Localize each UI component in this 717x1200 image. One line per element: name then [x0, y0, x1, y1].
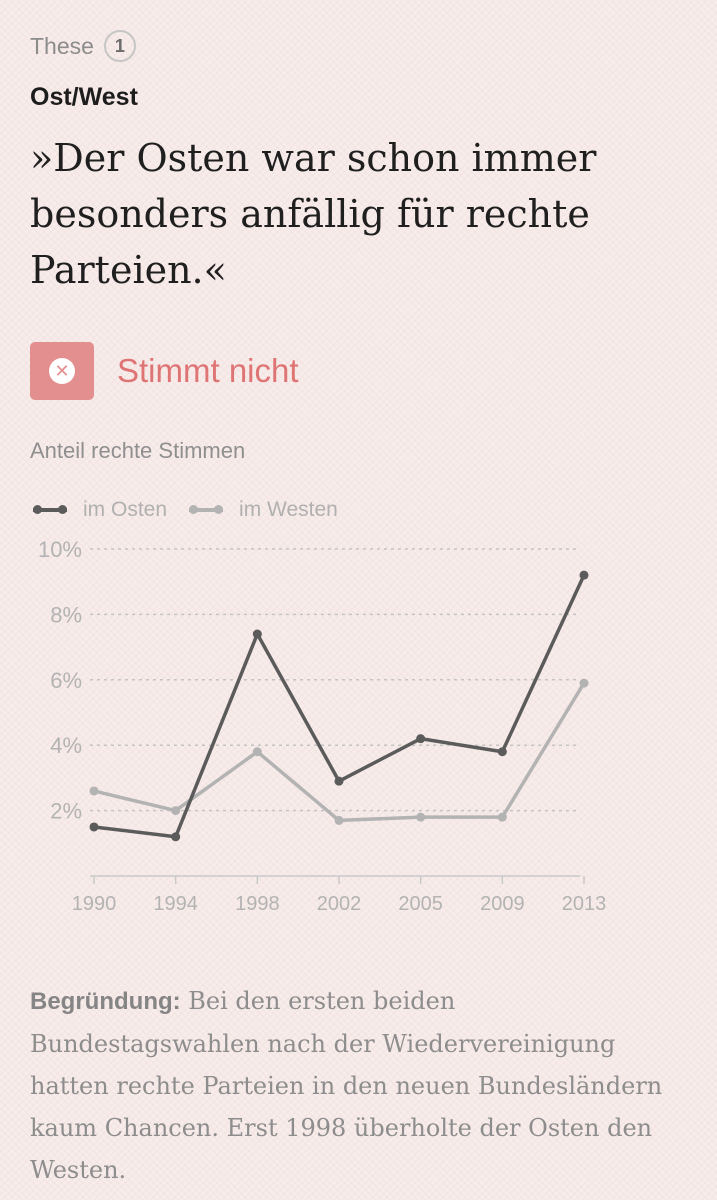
data-point-osten	[89, 822, 99, 832]
data-point-osten	[171, 832, 181, 842]
data-point-osten	[497, 747, 507, 757]
data-point-osten	[334, 776, 344, 786]
line-chart: 2% 4% 6% 8% 10% 1990 1994 1998 2002 2005 2009 2013	[38, 537, 607, 915]
data-point-westen	[89, 786, 99, 796]
y-tick-label: 8%	[50, 602, 82, 627]
data-point-westen	[416, 812, 426, 822]
x-tick-label: 2002	[317, 893, 362, 915]
verdict: ✕ Stimmt nicht	[30, 342, 299, 400]
y-tick-label: 10%	[38, 537, 82, 562]
y-tick-label: 2%	[50, 799, 82, 824]
data-point-westen	[334, 815, 344, 825]
data-point-westen	[497, 812, 507, 822]
data-point-osten	[416, 734, 426, 744]
data-point-westen	[579, 678, 589, 688]
data-point-osten	[579, 570, 589, 580]
y-tick-label: 6%	[50, 668, 82, 693]
reason-text: Bei den ersten beiden Bundestagswahlen n…	[30, 987, 663, 1184]
reason-label: Begründung:	[30, 988, 181, 1015]
series-line-westen	[92, 681, 586, 823]
x-tick-label: 2005	[398, 893, 443, 915]
x-tick-label: 1994	[153, 893, 198, 915]
thesis-number-badge: 1	[103, 30, 136, 62]
verdict-label: Stimmt nicht	[117, 352, 299, 389]
legend-item-westen: im Westen	[189, 498, 338, 522]
x-tick-label: 2009	[480, 893, 525, 915]
legend-item-osten: im Osten	[33, 498, 167, 522]
close-icon: ✕	[49, 358, 75, 384]
reason-paragraph: Begründung: Bei den ersten beiden Bundes…	[30, 980, 690, 1191]
thesis-header: These 1	[30, 28, 136, 64]
x-tick-label: 1990	[72, 893, 117, 915]
x-tick-label: 2013	[562, 893, 607, 915]
data-point-westen	[171, 806, 181, 816]
chart-legend: im Osten im Westen	[33, 498, 360, 522]
y-tick-label: 4%	[50, 733, 82, 758]
category-title: Ost/West	[30, 83, 138, 111]
verdict-box: ✕	[30, 342, 94, 400]
thesis-label: These	[30, 32, 94, 59]
data-point-osten	[252, 629, 262, 639]
thesis-quote: »Der Osten war schon immer besonders anf…	[30, 136, 597, 292]
x-tick-label: 1998	[235, 893, 280, 915]
legend-swatch-westen	[189, 504, 224, 516]
chart-title: Anteil rechte Stimmen	[30, 438, 246, 463]
legend-label-osten: im Osten	[83, 498, 168, 521]
data-point-westen	[252, 747, 262, 757]
legend-label-westen: im Westen	[239, 498, 338, 521]
legend-swatch-osten	[33, 504, 67, 516]
